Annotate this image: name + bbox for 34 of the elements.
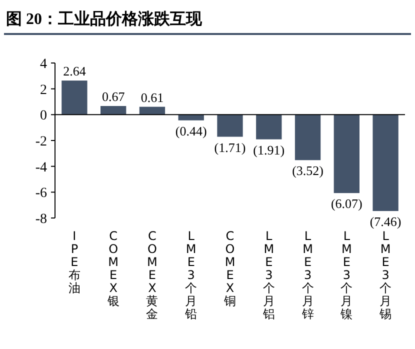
x-tick-label: LME3个月铝 xyxy=(262,229,275,321)
bar xyxy=(294,114,321,160)
y-tick-label: -2 xyxy=(35,134,47,150)
data-label: (1.71) xyxy=(214,140,246,155)
data-label: (7.46) xyxy=(370,214,402,230)
y-tick-label: 2 xyxy=(40,82,47,98)
data-label: 0.67 xyxy=(102,89,126,104)
y-tick-label: -4 xyxy=(35,160,47,176)
bar xyxy=(217,114,243,137)
data-label: (3.52) xyxy=(292,163,324,178)
data-label: 2.64 xyxy=(63,64,86,79)
y-tick-label: 4 xyxy=(40,57,47,72)
y-tick-label: -6 xyxy=(35,186,47,202)
data-label: 0.61 xyxy=(140,90,164,105)
x-tick-label: LME3个月锡 xyxy=(378,229,392,321)
bar xyxy=(178,114,204,120)
bar xyxy=(62,80,88,115)
y-tick-label: -8 xyxy=(35,212,47,227)
bar xyxy=(100,106,126,115)
x-tick-label: IPE布油 xyxy=(68,229,80,295)
x-tick-label: COMEX银 xyxy=(106,229,120,308)
x-tick-label: LME3个月镍 xyxy=(340,229,353,321)
x-tick-label: LME3个月锌 xyxy=(300,229,314,321)
x-tick-label: COMEX黄金 xyxy=(146,229,158,321)
data-label: (1.91) xyxy=(253,142,285,158)
bar xyxy=(372,114,398,212)
data-label: (0.44) xyxy=(175,123,207,138)
bar xyxy=(256,114,282,140)
chart-title: 图 20：工业品价格涨跌互现 xyxy=(6,10,203,28)
x-tick-label: LME3个月铅 xyxy=(184,229,198,321)
y-tick-label: 0 xyxy=(40,108,47,124)
x-tick-label: COMEX铜 xyxy=(223,229,236,308)
bar xyxy=(334,114,360,194)
data-label: (6.07) xyxy=(330,196,362,212)
